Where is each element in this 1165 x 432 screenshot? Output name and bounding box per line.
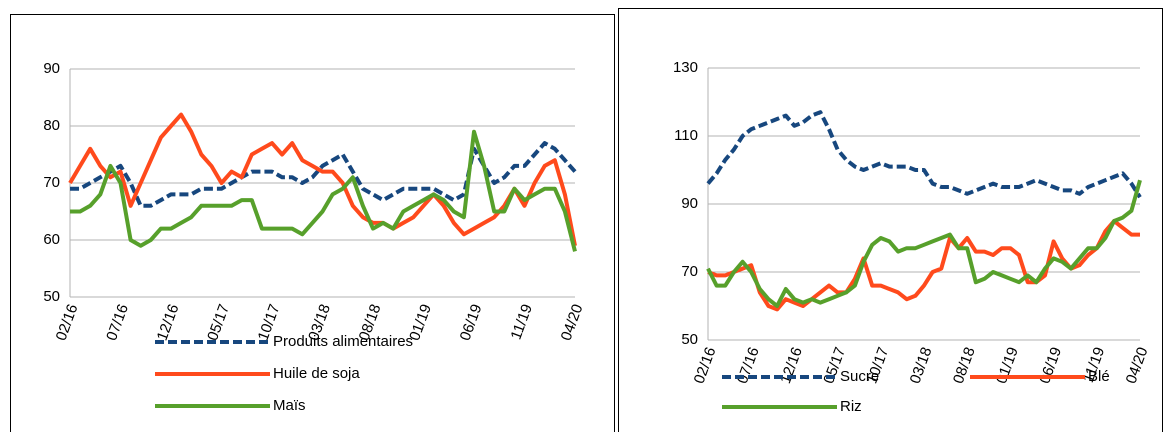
legend-label: Sucre [840,368,879,385]
legend-label: Riz [840,398,862,415]
x-tick-label: 01/19 [993,345,1022,386]
series-line [706,179,1142,308]
legend-label: Huile de soja [273,365,360,382]
x-tick-label: 06/19 [1036,345,1065,386]
legend-label: Blé [1088,368,1110,385]
x-tick-label: 04/20 [1123,345,1152,386]
x-tick-label: 12/16 [777,345,806,386]
x-tick-label: 02/16 [691,345,720,386]
x-tick-label: 05/17 [204,302,233,343]
x-tick-label: 12/16 [154,302,183,343]
x-tick-label: 07/16 [734,345,763,386]
y-tick-label: 70 [681,263,698,280]
series-line [70,141,577,208]
x-tick-label: 06/19 [457,302,486,343]
chart-frame [10,14,615,432]
chart-frame [618,8,1163,432]
y-tick-label: 50 [43,288,60,305]
x-tick-label: 03/18 [907,345,936,386]
y-tick-label: 50 [681,331,698,348]
x-tick-label: 11/19 [508,302,536,342]
y-tick-label: 90 [681,195,698,212]
x-tick-label: 07/16 [103,302,132,343]
legend-label: Produits alimentaires [273,333,413,350]
y-tick-label: 90 [43,60,60,77]
y-tick-label: 60 [43,231,60,248]
y-tick-label: 110 [674,127,698,144]
series-line [70,129,577,252]
series-line [706,110,1142,199]
y-tick-label: 70 [43,174,60,191]
x-tick-label: 02/16 [53,302,82,343]
x-tick-label: 04/20 [558,302,587,343]
y-tick-label: 80 [43,117,60,134]
legend-label: Maïs [273,397,306,414]
series-line [68,112,577,247]
y-tick-label: 130 [673,59,698,76]
x-tick-label: 08/18 [950,345,979,386]
